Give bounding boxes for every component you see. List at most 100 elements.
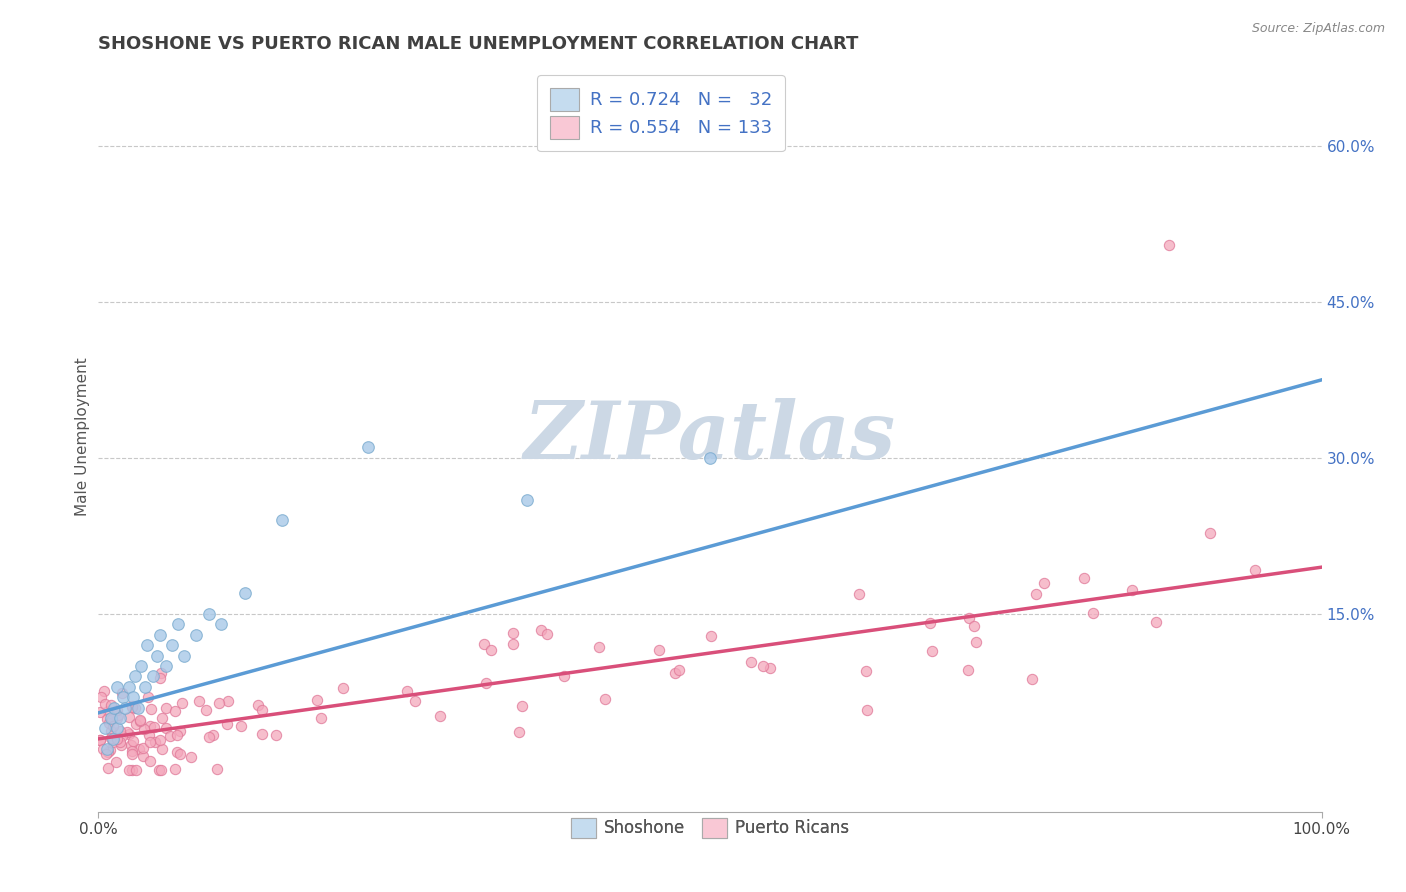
Point (668, 664, 690, 678)
Point (143, 735, 166, 749)
Point (404, 694, 426, 708)
Point (510, 698, 533, 713)
Point (173, 648, 195, 663)
Point (103, 700, 125, 714)
Point (128, 714, 150, 728)
Point (169, 723, 191, 738)
Point (134, 680, 156, 694)
Point (118, 680, 141, 694)
Point (856, 703, 879, 717)
Point (142, 669, 165, 683)
Point (429, 709, 451, 723)
Point (97, 745, 120, 759)
Point (169, 747, 191, 761)
Point (217, 694, 239, 708)
Point (395, 684, 418, 698)
Point (855, 664, 877, 678)
Point (134, 723, 156, 737)
Point (129, 659, 152, 673)
Point (118, 726, 141, 740)
Point (1199, 526, 1222, 541)
Point (502, 626, 524, 640)
Point (149, 628, 172, 642)
Point (1144, 615, 1167, 630)
Point (664, 666, 686, 681)
Point (101, 719, 124, 733)
Point (1032, 576, 1054, 591)
Point (148, 763, 170, 777)
Point (146, 648, 169, 663)
Point (101, 731, 124, 746)
Point (104, 756, 127, 770)
Point (105, 703, 128, 717)
Point (117, 763, 139, 777)
Point (100, 724, 122, 739)
Point (128, 742, 150, 756)
Point (536, 627, 558, 641)
Point (159, 729, 181, 743)
Point (139, 702, 162, 716)
Legend: Shoshone, Puerto Ricans: Shoshone, Puerto Ricans (564, 811, 856, 845)
Point (121, 690, 143, 705)
Point (105, 680, 128, 694)
Point (138, 728, 160, 742)
Point (101, 712, 124, 726)
Point (132, 749, 155, 764)
Point (1021, 673, 1043, 687)
Point (110, 729, 132, 743)
Point (479, 643, 502, 657)
Y-axis label: Male Unemployment: Male Unemployment (75, 358, 90, 516)
Point (136, 690, 159, 705)
Point (94, 697, 117, 711)
Point (1243, 563, 1265, 577)
Point (124, 669, 146, 683)
Point (132, 740, 155, 755)
Point (98, 743, 121, 757)
Point (100, 698, 122, 713)
Point (155, 721, 177, 735)
Point (233, 586, 256, 600)
Point (197, 730, 219, 744)
Point (1025, 586, 1047, 600)
Point (188, 693, 211, 707)
Point (93, 722, 115, 736)
Point (270, 513, 294, 527)
Text: Source: ZipAtlas.com: Source: ZipAtlas.com (1251, 22, 1385, 36)
Point (96, 747, 118, 761)
Point (89, 732, 111, 747)
Point (920, 615, 942, 630)
Point (107, 708, 129, 723)
Point (264, 728, 287, 742)
Point (474, 637, 496, 651)
Point (475, 675, 498, 690)
Point (160, 638, 183, 652)
Point (152, 742, 174, 756)
Text: ZIPatlas: ZIPatlas (524, 399, 896, 475)
Point (759, 660, 782, 674)
Point (209, 617, 232, 632)
Point (121, 698, 143, 713)
Point (1073, 570, 1095, 584)
Point (956, 663, 979, 677)
Point (149, 733, 172, 747)
Point (111, 690, 134, 705)
Point (150, 711, 173, 725)
Point (125, 763, 148, 777)
Point (121, 763, 143, 777)
Point (740, 655, 762, 669)
Point (962, 619, 984, 633)
Point (105, 722, 128, 736)
Point (97, 761, 120, 775)
Point (957, 610, 980, 624)
Point (110, 738, 132, 752)
Point (530, 624, 553, 638)
Point (921, 644, 943, 658)
Point (170, 696, 193, 710)
Point (848, 587, 870, 601)
Point (1121, 583, 1143, 598)
Point (97, 715, 120, 730)
Point (515, 492, 537, 507)
Point (118, 710, 141, 724)
Point (165, 704, 187, 718)
Point (201, 728, 224, 742)
